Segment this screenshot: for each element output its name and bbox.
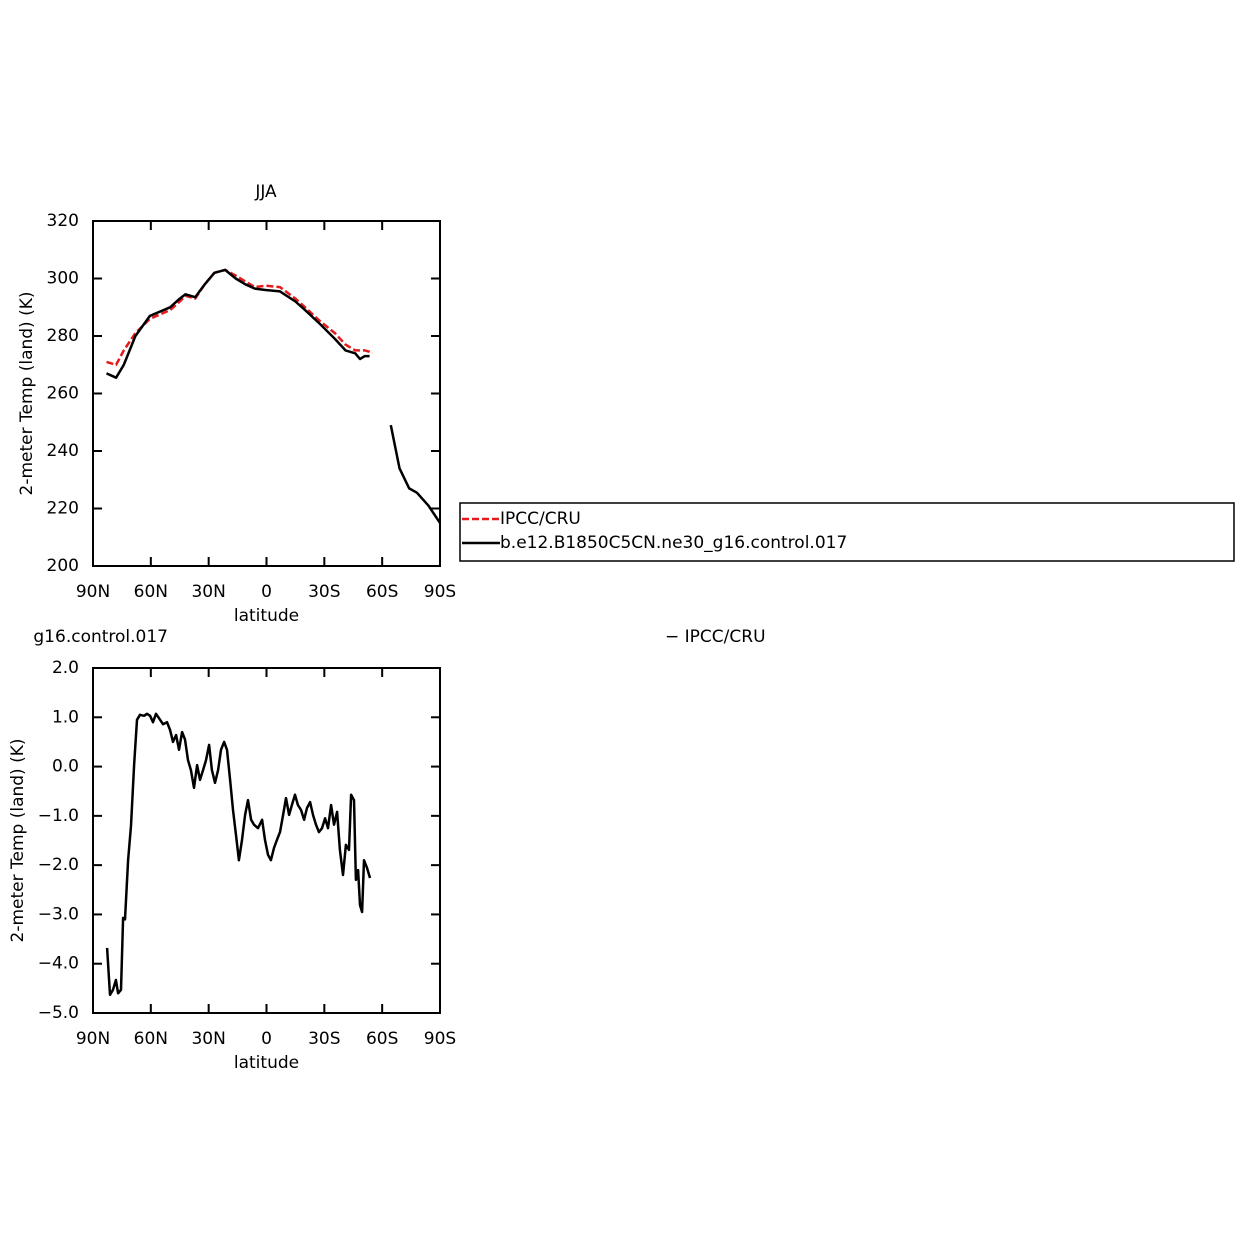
series-line (106, 268, 374, 367)
x-tick-label: 0 (261, 582, 272, 602)
x-tick-label: 60S (366, 582, 398, 602)
x-tick-label: 30S (308, 1029, 340, 1049)
chart-title: − IPCC/CRU (665, 627, 766, 647)
series-line (105, 712, 372, 997)
x-tick-label: 30N (191, 1029, 225, 1049)
x-tick-label: 90S (424, 582, 456, 602)
series-line (389, 424, 442, 524)
y-tick-label: 300 (47, 269, 79, 289)
legend-box (459, 502, 1235, 562)
y-tick-label: 260 (47, 384, 79, 404)
y-tick-label: −2.0 (38, 855, 79, 875)
y-tick-label: 280 (47, 326, 79, 346)
x-tick-label: 90N (76, 582, 110, 602)
y-tick-label: 220 (47, 499, 79, 519)
plot-frame (92, 667, 441, 1014)
chart-title: g16.control.017 (33, 627, 168, 647)
y-tick-label: 1.0 (52, 707, 79, 727)
series-line (105, 268, 370, 379)
y-axis-label: 2-meter Temp (land) (K) (8, 739, 28, 943)
y-tick-label: −1.0 (38, 806, 79, 826)
y-tick-label: 320 (47, 211, 79, 231)
x-axis-label: latitude (234, 1053, 299, 1073)
x-tick-label: 90S (424, 1029, 456, 1049)
x-tick-label: 30S (308, 582, 340, 602)
y-tick-label: −5.0 (38, 1003, 79, 1023)
x-axis-label: latitude (234, 606, 299, 626)
y-axis-label: 2-meter Temp (land) (K) (17, 292, 37, 496)
y-tick-label: −3.0 (38, 904, 79, 924)
x-tick-label: 90N (76, 1029, 110, 1049)
y-tick-label: 200 (47, 556, 79, 576)
chart-title: JJA (254, 182, 277, 202)
y-tick-label: 2.0 (52, 658, 79, 678)
legend-label: b.e12.B1850C5CN.ne30_g16.control.017 (500, 533, 847, 553)
y-tick-label: 0.0 (52, 757, 79, 777)
x-tick-label: 60N (134, 582, 168, 602)
x-tick-label: 60N (134, 1029, 168, 1049)
x-tick-label: 60S (366, 1029, 398, 1049)
y-tick-label: −4.0 (38, 954, 79, 974)
plot-frame (92, 220, 441, 567)
x-tick-label: 0 (261, 1029, 272, 1049)
legend-label: IPCC/CRU (500, 509, 581, 529)
x-tick-label: 30N (191, 582, 225, 602)
y-tick-label: 240 (47, 441, 79, 461)
